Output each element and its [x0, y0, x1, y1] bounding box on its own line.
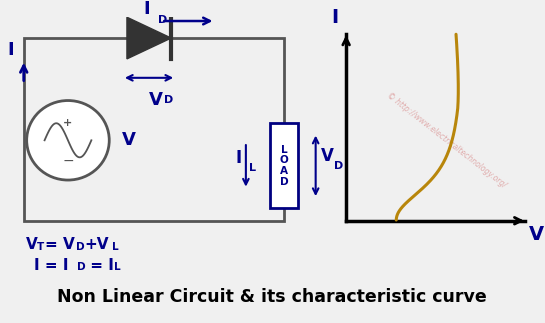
Bar [24, 38, 284, 221]
Text: +: + [63, 118, 72, 128]
Text: I: I [143, 0, 150, 18]
Polygon shape [127, 17, 171, 59]
Text: L: L [249, 163, 256, 173]
Text: Non Linear Circuit & its characteristic curve: Non Linear Circuit & its characteristic … [57, 288, 486, 306]
Text: V: V [320, 147, 334, 165]
Text: I = I: I = I [34, 258, 68, 273]
Text: I: I [331, 8, 338, 27]
Text: D: D [164, 95, 173, 105]
Text: D: D [334, 161, 343, 171]
Text: L: L [114, 262, 121, 272]
Text: I: I [8, 41, 14, 59]
Text: −: − [62, 154, 74, 168]
Text: D: D [76, 242, 84, 252]
Circle shape [27, 100, 109, 180]
Text: = I: = I [84, 258, 113, 273]
Text: V: V [122, 131, 136, 149]
Text: L
O
A
D: L O A D [280, 145, 289, 187]
Text: T: T [37, 242, 44, 252]
Text: © http://www.electricaltechnology.org/: © http://www.electricaltechnology.org/ [385, 91, 508, 190]
Text: D: D [77, 262, 86, 272]
Text: +V: +V [84, 237, 109, 252]
Text: = V: = V [45, 237, 75, 252]
Text: V: V [26, 237, 38, 252]
Text: L: L [112, 242, 119, 252]
Bar [270, 123, 298, 208]
Text: D: D [159, 15, 168, 25]
Text: I: I [236, 149, 242, 167]
Text: V: V [529, 225, 544, 245]
Text: V: V [149, 91, 162, 109]
